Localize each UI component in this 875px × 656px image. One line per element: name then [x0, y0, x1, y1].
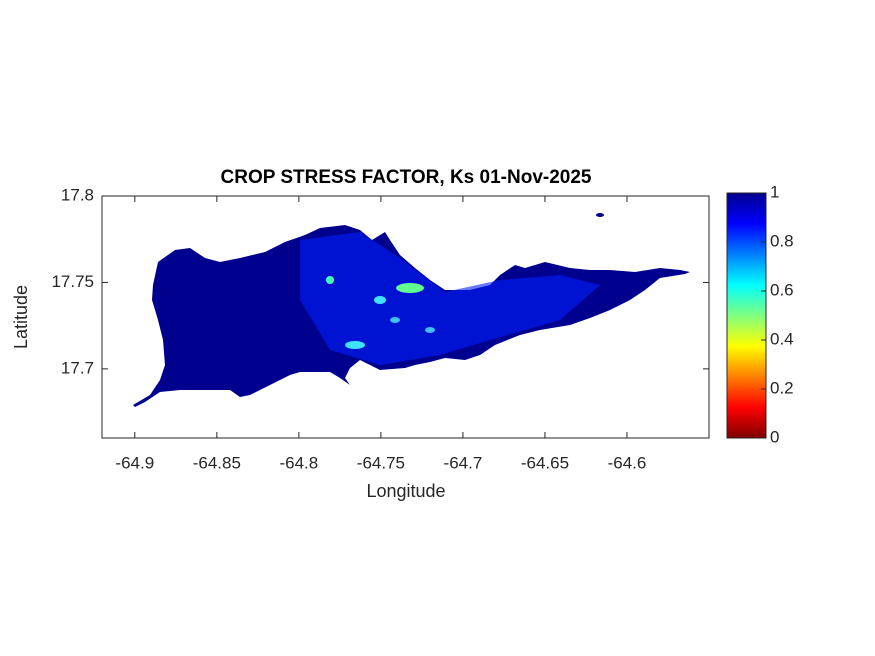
x-tick-label: -64.75	[357, 453, 405, 472]
x-axis-label: Longitude	[366, 481, 445, 501]
colorbar-tick-label: 0	[770, 427, 779, 446]
colorbar	[726, 192, 767, 439]
island	[133, 213, 690, 407]
x-tick-label: -64.85	[193, 453, 241, 472]
colorbar-tick-label: 0.2	[770, 378, 794, 397]
x-tick-label: -64.8	[279, 453, 318, 472]
x-tick-label: -64.65	[521, 453, 569, 472]
x-tick-label: -64.9	[115, 453, 154, 472]
y-axis-label: Latitude	[11, 285, 31, 349]
x-tick-label: -64.7	[444, 453, 483, 472]
colorbar-tick-label: 1	[770, 182, 779, 201]
x-tick-label: -64.6	[608, 453, 647, 472]
y-tick-label: 17.75	[51, 272, 94, 291]
colorbar-tick-label: 0.8	[770, 231, 794, 250]
y-tick-label: 17.8	[61, 185, 94, 204]
axes-box	[101, 195, 710, 439]
chart-title: CROP STRESS FACTOR, Ks 01-Nov-2025	[221, 167, 592, 188]
y-tick-label: 17.7	[61, 358, 94, 377]
colorbar-tick-label: 0.4	[770, 329, 794, 348]
colorbar-tick-label: 0.6	[770, 280, 794, 299]
